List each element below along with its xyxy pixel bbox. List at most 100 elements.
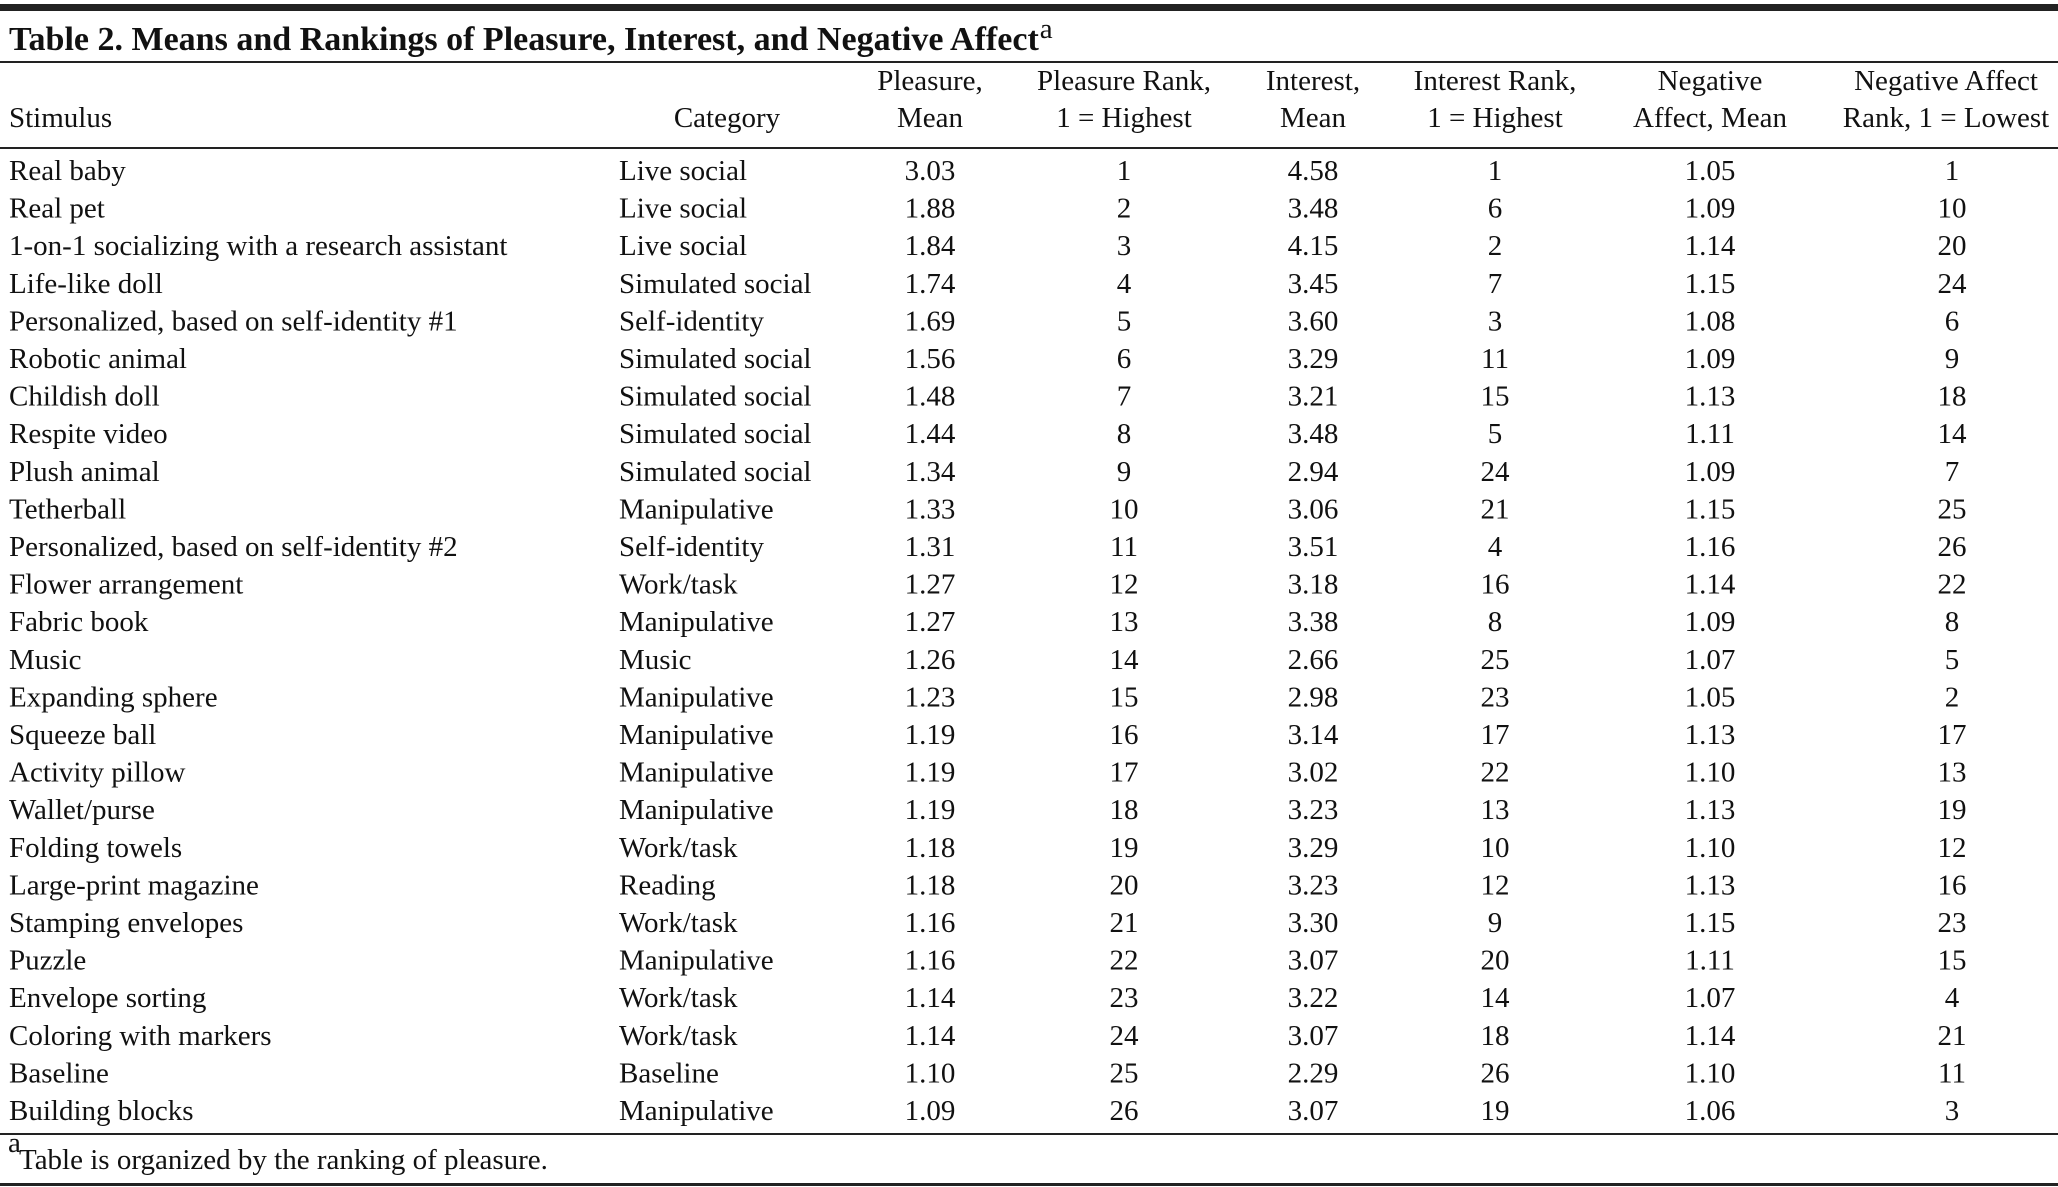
column-header: Interest Rank, bbox=[1414, 65, 1577, 97]
table-cell: 3.48 bbox=[1288, 193, 1339, 225]
table-cell: Self-identity bbox=[619, 531, 764, 563]
table-cell: 15 bbox=[1938, 945, 1967, 977]
table-cell: 6 bbox=[1945, 305, 1960, 337]
table-cell: 1.18 bbox=[905, 869, 956, 901]
table-cell: 23 bbox=[1938, 907, 1967, 939]
table-cell: 3.03 bbox=[905, 155, 956, 187]
stimulus-cell: Puzzle bbox=[9, 945, 86, 977]
table-cell: 13 bbox=[1110, 606, 1139, 638]
table-cell: 8 bbox=[1117, 418, 1132, 450]
table-cell: 22 bbox=[1938, 569, 1967, 601]
table-cell: 1.14 bbox=[1685, 1020, 1736, 1052]
table-cell: Manipulative bbox=[619, 681, 774, 713]
table-cell: 1.13 bbox=[1685, 794, 1736, 826]
table-cell: 1.09 bbox=[1685, 343, 1736, 375]
table-cell: 1.06 bbox=[1685, 1095, 1736, 1127]
table-cell: Manipulative bbox=[619, 757, 774, 789]
column-header: Category bbox=[674, 102, 781, 134]
table-cell: 2.66 bbox=[1288, 644, 1339, 676]
header-rule bbox=[0, 147, 2058, 149]
footnote-mark: a bbox=[8, 1127, 21, 1159]
table-cell: 1.74 bbox=[905, 268, 956, 300]
table-cell: 1.07 bbox=[1685, 644, 1736, 676]
table-cell: 1.13 bbox=[1685, 869, 1736, 901]
table-cell: 5 bbox=[1117, 305, 1132, 337]
table-cell: 18 bbox=[1481, 1020, 1510, 1052]
table-cell: Manipulative bbox=[619, 1095, 774, 1127]
table-cell: 19 bbox=[1938, 794, 1967, 826]
table-cell: 7 bbox=[1117, 381, 1132, 413]
column-header: Negative bbox=[1658, 65, 1763, 97]
table-cell: 8 bbox=[1945, 606, 1960, 638]
table-cell: 17 bbox=[1110, 757, 1139, 789]
table-cell: 26 bbox=[1110, 1095, 1139, 1127]
table-cell: 1.69 bbox=[905, 305, 956, 337]
table-cell: Self-identity bbox=[619, 305, 764, 337]
stimulus-cell: Wallet/purse bbox=[9, 794, 155, 826]
table-cell: 3.14 bbox=[1288, 719, 1339, 751]
table-cell: 1.18 bbox=[905, 832, 956, 864]
table-cell: 21 bbox=[1110, 907, 1139, 939]
table-cell: 1 bbox=[1488, 155, 1503, 187]
table-cell: 21 bbox=[1938, 1020, 1967, 1052]
table-cell: 8 bbox=[1488, 606, 1503, 638]
table-cell: 3 bbox=[1488, 305, 1503, 337]
stimulus-cell: Squeeze ball bbox=[9, 719, 156, 751]
table-cell: 1.15 bbox=[1685, 268, 1736, 300]
table-cell: 25 bbox=[1481, 644, 1510, 676]
table-cell: 1.14 bbox=[1685, 230, 1736, 262]
table-cell: 25 bbox=[1110, 1057, 1139, 1089]
column-header: 1 = Highest bbox=[1427, 102, 1563, 134]
table-cell: 10 bbox=[1481, 832, 1510, 864]
stimulus-cell: Childish doll bbox=[9, 381, 160, 413]
table-cell: 24 bbox=[1938, 268, 1968, 300]
table-cell: 1.19 bbox=[905, 719, 956, 751]
table-cell: 1.09 bbox=[1685, 193, 1736, 225]
stimulus-cell: Envelope sorting bbox=[9, 982, 206, 1014]
table-cell: 9 bbox=[1488, 907, 1503, 939]
table-cell: 26 bbox=[1481, 1057, 1510, 1089]
table-cell: 1.09 bbox=[1685, 606, 1736, 638]
table-cell: 1.09 bbox=[1685, 456, 1736, 488]
table-cell: 24 bbox=[1110, 1020, 1140, 1052]
table-cell: 12 bbox=[1481, 869, 1510, 901]
table-cell: Live social bbox=[619, 193, 747, 225]
bottom-rule bbox=[0, 1183, 2058, 1186]
table-cell: 1.09 bbox=[905, 1095, 956, 1127]
table-cell: 22 bbox=[1110, 945, 1139, 977]
table-cell: 3.45 bbox=[1288, 268, 1339, 300]
table-cell: Work/task bbox=[619, 907, 738, 939]
stimulus-cell: Robotic animal bbox=[9, 343, 187, 375]
table-cell: Simulated social bbox=[619, 418, 812, 450]
table-cell: 2 bbox=[1117, 193, 1132, 225]
table-cell: 3.02 bbox=[1288, 757, 1339, 789]
table-cell: 1.44 bbox=[905, 418, 956, 450]
table-cell: 17 bbox=[1481, 719, 1510, 751]
table-cell: 1.16 bbox=[905, 945, 956, 977]
table-cell: 1.05 bbox=[1685, 681, 1736, 713]
table-cell: 1.31 bbox=[905, 531, 956, 563]
table-cell: 3.07 bbox=[1288, 1020, 1339, 1052]
table-cell: 1.10 bbox=[905, 1057, 956, 1089]
table-cell: 7 bbox=[1945, 456, 1960, 488]
stimulus-cell: Coloring with markers bbox=[9, 1020, 272, 1052]
table-cell: Music bbox=[619, 644, 692, 676]
table-cell: 14 bbox=[1481, 982, 1511, 1014]
table-cell: 4 bbox=[1117, 268, 1132, 300]
table-cell: 11 bbox=[1481, 343, 1509, 375]
stimulus-cell: Folding towels bbox=[9, 832, 182, 864]
table-cell: 20 bbox=[1938, 230, 1967, 262]
table-cell: 23 bbox=[1481, 681, 1510, 713]
stimulus-cell: Respite video bbox=[9, 418, 168, 450]
table-cell: 11 bbox=[1110, 531, 1138, 563]
stimulus-cell: Life-like doll bbox=[9, 268, 163, 300]
table-cell: 2.94 bbox=[1288, 456, 1339, 488]
table-cell: 1.10 bbox=[1685, 1057, 1736, 1089]
table-cell: 4.58 bbox=[1288, 155, 1339, 187]
stimulus-cell: Flower arrangement bbox=[9, 569, 243, 601]
table-cell: 15 bbox=[1481, 381, 1510, 413]
table-cell: Work/task bbox=[619, 1020, 738, 1052]
stimulus-cell: Real pet bbox=[9, 193, 105, 225]
table-cell: 1.33 bbox=[905, 493, 956, 525]
